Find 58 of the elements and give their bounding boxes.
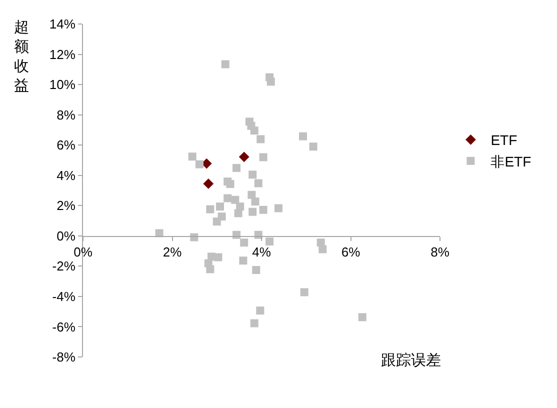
y-tick-label: -4% <box>52 289 76 304</box>
point <box>248 190 256 199</box>
point <box>259 153 268 162</box>
point <box>358 313 366 322</box>
point <box>300 288 308 296</box>
point <box>206 265 214 274</box>
point <box>203 178 214 189</box>
x-tick-label: 2% <box>162 244 182 260</box>
point <box>251 198 260 206</box>
point <box>212 218 221 226</box>
y-tick-label: 12% <box>49 46 76 62</box>
point <box>240 238 248 247</box>
point <box>234 209 242 218</box>
y-tick-label: -2% <box>52 258 76 274</box>
point <box>195 160 204 168</box>
x-tick-label: 6% <box>341 244 361 260</box>
y-tick-label: 4% <box>56 168 76 183</box>
point <box>266 78 275 86</box>
point <box>248 208 257 216</box>
legend-label: 非ETF <box>490 153 532 170</box>
point <box>256 306 264 315</box>
point <box>266 238 274 246</box>
point <box>250 126 258 135</box>
point <box>216 202 224 211</box>
y-tick-label: 10% <box>49 77 76 92</box>
point <box>274 204 282 212</box>
point <box>254 179 262 188</box>
point <box>238 152 250 162</box>
x-tick-label: 8% <box>430 244 450 260</box>
legend-label: ETF <box>490 132 518 148</box>
point <box>231 196 240 204</box>
y-tick-label: 6% <box>56 138 76 153</box>
point <box>250 319 258 328</box>
y-tick-label: -8% <box>52 350 76 365</box>
point <box>239 256 248 265</box>
y-tick-label: 14% <box>49 16 76 32</box>
x-tick-label: 4% <box>252 244 272 260</box>
point <box>309 142 318 151</box>
point <box>232 164 241 172</box>
y-tick-label: 2% <box>56 198 76 214</box>
point <box>221 60 230 68</box>
point <box>256 135 265 144</box>
y-tick-label: -6% <box>52 319 76 334</box>
point <box>299 132 307 140</box>
x-axis-title: 跟踪误差 <box>381 352 441 369</box>
point <box>188 152 196 161</box>
point <box>224 194 232 202</box>
point <box>226 180 234 188</box>
point <box>252 266 260 274</box>
x-tick-label: 0% <box>74 244 93 260</box>
point <box>259 206 268 214</box>
point <box>248 170 257 179</box>
point <box>318 245 327 254</box>
y-tick-label: 0% <box>56 228 76 244</box>
point <box>208 252 216 261</box>
y-tick-label: 8% <box>56 107 76 122</box>
y-axis-title: 超额收益 <box>14 19 29 94</box>
point <box>206 205 214 214</box>
